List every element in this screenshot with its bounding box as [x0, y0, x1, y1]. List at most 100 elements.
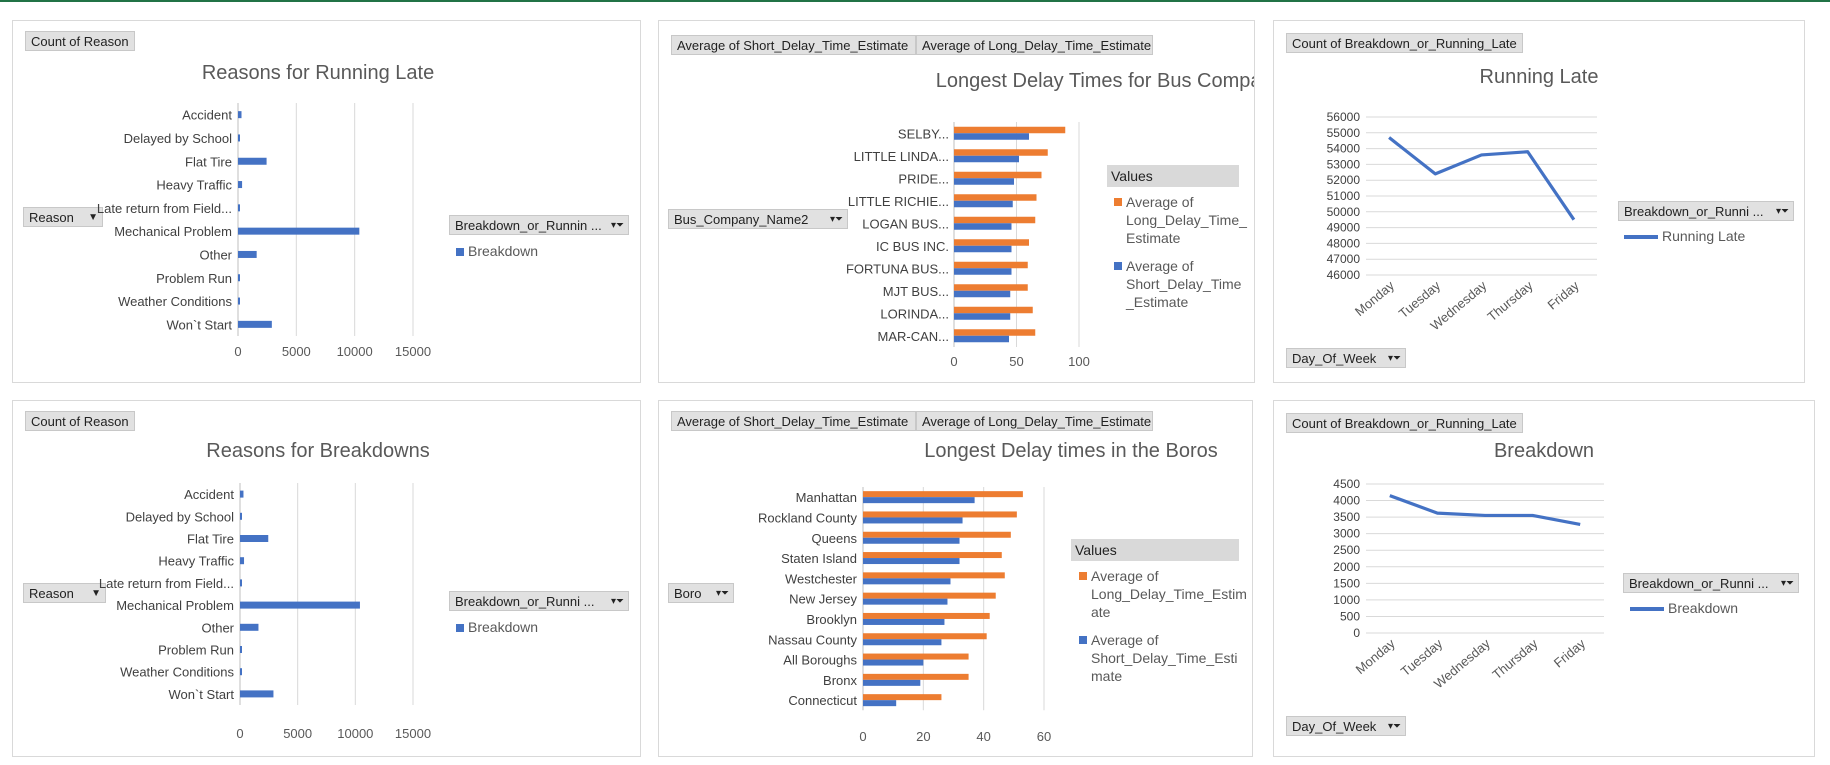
- legend-field-label: Breakdown_or_Runni ...: [455, 594, 595, 609]
- bar: [240, 557, 245, 565]
- chart-panel-running-late-by-day[interactable]: Count of Breakdown_or_Running_Late Day_O…: [1273, 20, 1805, 383]
- y-tick-label: 49000: [1327, 221, 1361, 235]
- bar: [863, 491, 1023, 498]
- category-label: Accident: [182, 108, 232, 123]
- bar: [863, 700, 897, 707]
- legend-swatch: [456, 624, 464, 632]
- bar: [863, 639, 942, 646]
- category-label: Mechanical Problem: [114, 224, 232, 239]
- legend-label-line1: Average of: [1126, 194, 1194, 210]
- bar: [954, 306, 1033, 314]
- bar: [954, 133, 1029, 140]
- legend-field-label: Breakdown_or_Runnin ...: [455, 218, 602, 233]
- legend-title: Values: [1071, 539, 1239, 561]
- filter-icon: ▾⏷: [1775, 206, 1789, 217]
- legend-field-button[interactable]: Breakdown_or_Runni ... ▾⏷: [1618, 201, 1794, 221]
- bar-chart-boros: Longest Delay times in the Boros 0 20 40 60 M…: [758, 440, 1218, 744]
- bar: [954, 239, 1029, 246]
- category-label: Accident: [184, 487, 234, 502]
- axis-field-button[interactable]: Day_Of_Week ▾⏷: [1286, 348, 1406, 368]
- bar: [863, 537, 960, 544]
- legend-label: Breakdown: [468, 619, 539, 635]
- legend-label-line3: Estimate: [1126, 230, 1181, 246]
- category-label: PRIDE...: [898, 171, 949, 186]
- bar: [863, 572, 1005, 579]
- chart-panel-boros[interactable]: Average of Short_Delay_Time_Estimate Ave…: [658, 400, 1253, 757]
- axis-field-button[interactable]: Boro ▾⏷: [668, 583, 734, 603]
- x-tick-label: 5000: [283, 726, 312, 741]
- legend-field-label: Breakdown_or_Runni ...: [1624, 204, 1764, 219]
- y-tick-label: 2000: [1333, 560, 1360, 574]
- bar: [954, 178, 1014, 185]
- category-label: Won`t Start: [168, 687, 234, 702]
- chart-panel-bus-companies[interactable]: Average of Short_Delay_Time_Estimate Ave…: [658, 20, 1255, 383]
- category-label: MJT BUS...: [883, 284, 949, 299]
- bar: [954, 268, 1012, 275]
- x-tick-label: 50: [1009, 354, 1023, 369]
- category-label: Flat Tire: [187, 532, 234, 547]
- axis-field-button[interactable]: Reason ▼: [23, 583, 106, 603]
- bar: [954, 171, 1042, 179]
- bar: [954, 200, 1013, 208]
- bar: [240, 668, 242, 676]
- value-field-button-long[interactable]: Average of Long_Delay_Time_Estimate: [916, 411, 1153, 431]
- chart-panel-reasons-running-late[interactable]: Count of Reason Reason ▼ Breakdown_or_Run…: [12, 20, 641, 383]
- y-tick-label: 55000: [1327, 126, 1361, 140]
- bar: [238, 204, 240, 212]
- category-label: Flat Tire: [185, 154, 232, 169]
- category-label: IC BUS INC.: [876, 239, 949, 254]
- legend-field-button[interactable]: Breakdown_or_Runnin ... ▾⏷: [449, 215, 629, 235]
- filter-icon: ▾⏷: [1387, 353, 1401, 364]
- value-field-button-short[interactable]: Average of Short_Delay_Time_Estimate: [671, 411, 916, 431]
- value-field-button-long[interactable]: Average of Long_Delay_Time_Estimate: [916, 35, 1153, 55]
- legend-label-line2: Long_Delay_Time_Estim: [1091, 586, 1247, 602]
- y-tick-label: 1500: [1333, 576, 1360, 590]
- legend-swatch-orange: [1079, 572, 1087, 580]
- legend-label-line1: Average of: [1091, 568, 1159, 584]
- axis-field-label: Reason: [29, 586, 74, 601]
- value-field-button[interactable]: Count of Breakdown_or_Running_Late: [1286, 413, 1523, 433]
- value-field-button[interactable]: Count of Breakdown_or_Running_Late: [1286, 33, 1523, 53]
- bar: [863, 558, 960, 565]
- x-tick-label: 0: [234, 344, 241, 359]
- legend-field-button[interactable]: Breakdown_or_Runni ... ▾⏷: [449, 591, 629, 611]
- bar: [863, 517, 963, 524]
- bar: [954, 245, 1012, 253]
- dropdown-arrow-icon: ▼: [88, 212, 98, 223]
- bar: [863, 578, 951, 585]
- category-label: Heavy Traffic: [158, 554, 234, 569]
- legend-field-button[interactable]: Breakdown_or_Runni ... ▾⏷: [1623, 573, 1799, 593]
- category-label: Bronx: [823, 673, 857, 688]
- axis-field-button[interactable]: Reason ▼: [23, 207, 103, 227]
- category-label: New Jersey: [789, 592, 857, 607]
- filter-icon: ▾⏷: [829, 214, 843, 225]
- y-tick-label: 3000: [1333, 527, 1360, 541]
- bar: [238, 227, 360, 235]
- filter-icon: ▾⏷: [1780, 578, 1794, 589]
- axis-field-label: Reason: [29, 210, 74, 225]
- x-tick-label: 15000: [395, 726, 431, 741]
- chart-panel-breakdown-by-day[interactable]: Count of Breakdown_or_Running_Late Day_O…: [1273, 400, 1815, 757]
- legend-entry-running-late: Running Late: [1624, 227, 1745, 245]
- x-category-label: Monday: [1352, 277, 1397, 319]
- bar: [954, 335, 1009, 343]
- category-label: Nassau County: [768, 632, 857, 647]
- category-label: Heavy Traffic: [156, 178, 232, 193]
- bar: [240, 690, 274, 698]
- value-field-button[interactable]: Count of Reason: [25, 411, 135, 431]
- legend-label: Running Late: [1662, 228, 1746, 244]
- value-field-button-short[interactable]: Average of Short_Delay_Time_Estimate: [671, 35, 916, 55]
- y-tick-label: 46000: [1327, 268, 1361, 282]
- x-tick-label: 0: [859, 729, 866, 744]
- ribbon-edge: [0, 0, 1830, 2]
- chart-panel-reasons-breakdowns[interactable]: Count of Reason Reason ▼ Breakdown_or_Run…: [12, 400, 641, 757]
- value-field-button[interactable]: Count of Reason: [25, 31, 135, 51]
- bar: [863, 598, 948, 605]
- y-tick-label: 500: [1340, 609, 1360, 623]
- axis-field-button[interactable]: Bus_Company_Name2 ▾⏷: [668, 209, 848, 229]
- series-line: [1388, 136, 1576, 221]
- axis-field-button[interactable]: Day_Of_Week ▾⏷: [1286, 716, 1406, 736]
- bar: [863, 592, 996, 599]
- bar: [954, 329, 1036, 336]
